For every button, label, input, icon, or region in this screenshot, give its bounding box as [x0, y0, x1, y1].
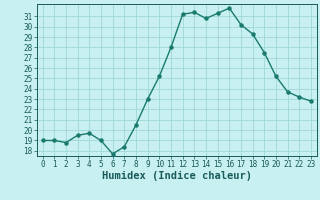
X-axis label: Humidex (Indice chaleur): Humidex (Indice chaleur): [102, 171, 252, 181]
